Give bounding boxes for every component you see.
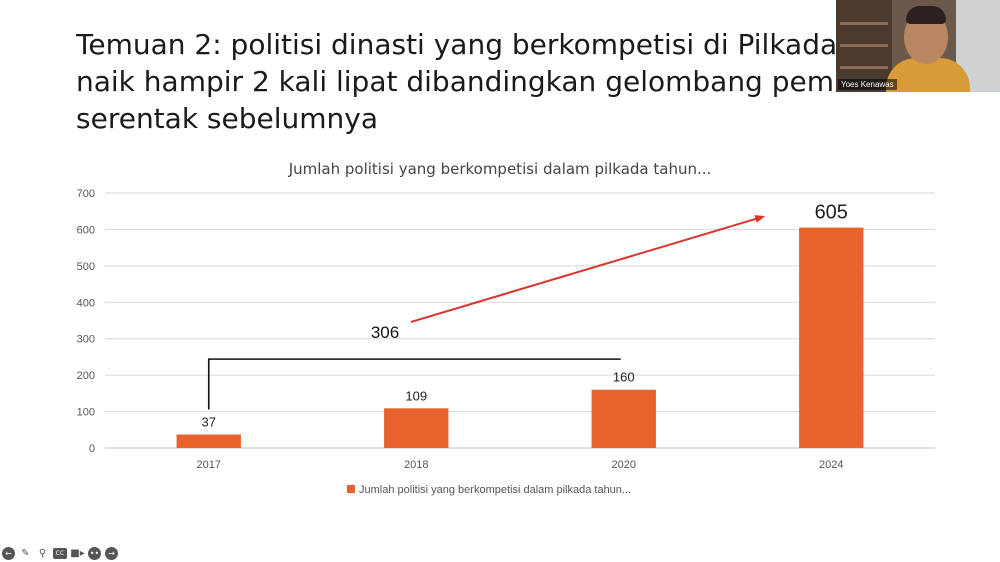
y-tick-label: 300	[77, 334, 95, 346]
x-tick-label: 2018	[404, 459, 428, 471]
bar-2018	[384, 408, 449, 448]
x-tick-label: 2024	[819, 459, 843, 471]
y-tick-label: 100	[77, 407, 95, 419]
presentation-toolbar: ← ✎ ⚲ CC ■▸ •• →	[2, 546, 118, 560]
more-icon[interactable]: ••	[88, 546, 101, 560]
data-label: 109	[405, 388, 427, 403]
x-tick-label: 2020	[612, 459, 636, 471]
bars	[176, 227, 864, 448]
pen-icon[interactable]: ✎	[21, 547, 30, 559]
slide-title-line-2: naik hampir 2 kali lipat dibandingkan ge…	[76, 65, 868, 98]
bar-2017	[176, 434, 241, 448]
slide-title-line-1: Temuan 2: politisi dinasti yang berkompe…	[76, 28, 876, 61]
y-tick-label: 700	[77, 188, 95, 200]
video-shelf	[840, 44, 888, 47]
legend-label: Jumlah politisi yang berkompetisi dalam …	[359, 484, 631, 496]
chart-title: Jumlah politisi yang berkompetisi dalam …	[288, 160, 712, 178]
x-axis-ticks: 2017 2018 2020 2024	[197, 459, 844, 471]
participant-video-tile[interactable]: Yoes Kenawas	[836, 0, 1000, 92]
y-tick-label: 500	[77, 261, 95, 273]
participant-hair	[906, 6, 946, 24]
trend-arrow	[410, 215, 766, 323]
x-tick-label: 2017	[197, 459, 221, 471]
bracket-label: 306	[371, 323, 399, 342]
y-tick-label: 600	[77, 224, 95, 236]
bar-chart: Jumlah politisi yang berkompetisi dalam …	[77, 160, 935, 496]
camera-icon[interactable]: ■▸	[70, 547, 85, 559]
slide-title-line-3: serentak sebelumnya	[76, 102, 379, 135]
data-label: 37	[202, 415, 216, 430]
data-labels: 37 109 160 605	[202, 202, 848, 430]
data-label: 160	[613, 370, 635, 385]
forward-arrow-icon[interactable]: →	[105, 546, 118, 560]
participant-name: Yoes Kenawas	[838, 79, 897, 90]
data-label: 605	[815, 202, 848, 224]
y-tick-label: 200	[77, 370, 95, 382]
comparison-bracket	[207, 358, 621, 410]
bar-2020	[591, 389, 656, 448]
gridlines	[105, 192, 935, 449]
video-shelf	[840, 22, 888, 25]
chart-legend: Jumlah politisi yang berkompetisi dalam …	[347, 484, 631, 496]
legend-swatch	[347, 485, 355, 493]
back-arrow-icon[interactable]: ←	[2, 546, 15, 560]
zoom-icon[interactable]: ⚲	[38, 547, 47, 559]
y-tick-label: 0	[89, 443, 95, 455]
y-tick-label: 400	[77, 297, 95, 309]
video-shelf	[840, 66, 888, 69]
bar-2024	[799, 227, 864, 448]
slide-title: Temuan 2: politisi dinasti yang berkompe…	[76, 26, 876, 137]
y-axis-ticks: 0 100 200 300 400 500 600 700	[77, 188, 95, 455]
captions-icon[interactable]: CC	[53, 547, 67, 559]
